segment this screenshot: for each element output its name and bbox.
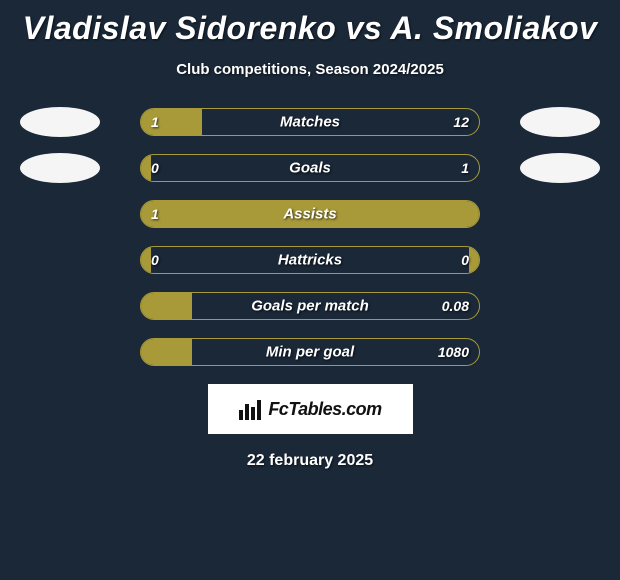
stat-bar-fill-left	[141, 155, 151, 181]
bars-icon	[238, 398, 262, 420]
stat-value-right: 0	[461, 252, 469, 268]
stat-bar-fill-left	[141, 247, 151, 273]
stat-bar-fill-right	[469, 247, 479, 273]
stat-bar: Goals per match 0.08	[140, 292, 480, 320]
player-avatar-right	[520, 107, 600, 137]
snapshot-date: 22 february 2025	[0, 452, 620, 470]
logo-text: FcTables.com	[268, 399, 381, 420]
stat-row: Min per goal 1080	[0, 338, 620, 366]
stat-bar-fill-left	[141, 339, 192, 365]
stat-label: Matches	[280, 114, 340, 131]
stat-label: Goals per match	[251, 298, 369, 315]
stat-bar-fill-left	[141, 293, 192, 319]
stat-row: 0 Hattricks 0	[0, 246, 620, 274]
stat-value-left: 1	[151, 206, 159, 222]
page-title: Vladislav Sidorenko vs A. Smoliakov	[0, 0, 620, 47]
stat-row: 1 Assists	[0, 200, 620, 228]
stat-bar: Min per goal 1080	[140, 338, 480, 366]
stat-value-left: 0	[151, 160, 159, 176]
stat-value-right: 0.08	[442, 298, 469, 314]
stat-row: Goals per match 0.08	[0, 292, 620, 320]
stat-value-right: 12	[453, 114, 469, 130]
stat-value-right: 1	[461, 160, 469, 176]
player-avatar-left	[20, 153, 100, 183]
stat-value-left: 1	[151, 114, 159, 130]
stat-label: Hattricks	[278, 252, 342, 269]
stat-row: 1 Matches 12	[0, 108, 620, 136]
player-avatar-right	[520, 153, 600, 183]
stat-row: 0 Goals 1	[0, 154, 620, 182]
stat-label: Goals	[289, 160, 331, 177]
stat-label: Min per goal	[266, 344, 354, 361]
stat-bar: 1 Assists	[140, 200, 480, 228]
player-avatar-left	[20, 107, 100, 137]
stats-container: 1 Matches 12 0 Goals 1 1 Assists 0 Hattricks 0 Goal…	[0, 108, 620, 366]
stat-bar: 0 Goals 1	[140, 154, 480, 182]
stat-label: Assists	[283, 206, 336, 223]
page-subtitle: Club competitions, Season 2024/2025	[0, 61, 620, 78]
stat-bar: 0 Hattricks 0	[140, 246, 480, 274]
stat-bar: 1 Matches 12	[140, 108, 480, 136]
stat-value-left: 0	[151, 252, 159, 268]
stat-value-right: 1080	[438, 344, 469, 360]
site-logo: FcTables.com	[208, 384, 413, 434]
